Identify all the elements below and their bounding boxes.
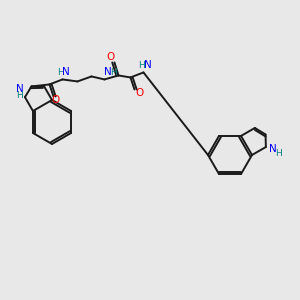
Text: H: H	[110, 68, 117, 77]
Text: O: O	[51, 95, 60, 105]
Text: N: N	[269, 144, 277, 154]
Text: H: H	[16, 91, 23, 100]
Text: N: N	[61, 68, 69, 77]
Text: N: N	[144, 60, 151, 70]
Text: O: O	[135, 88, 144, 98]
Text: N: N	[103, 68, 111, 77]
Text: H: H	[57, 68, 64, 77]
Text: H: H	[138, 61, 145, 70]
Text: H: H	[275, 148, 282, 158]
Text: O: O	[106, 52, 115, 62]
Text: N: N	[16, 84, 24, 94]
